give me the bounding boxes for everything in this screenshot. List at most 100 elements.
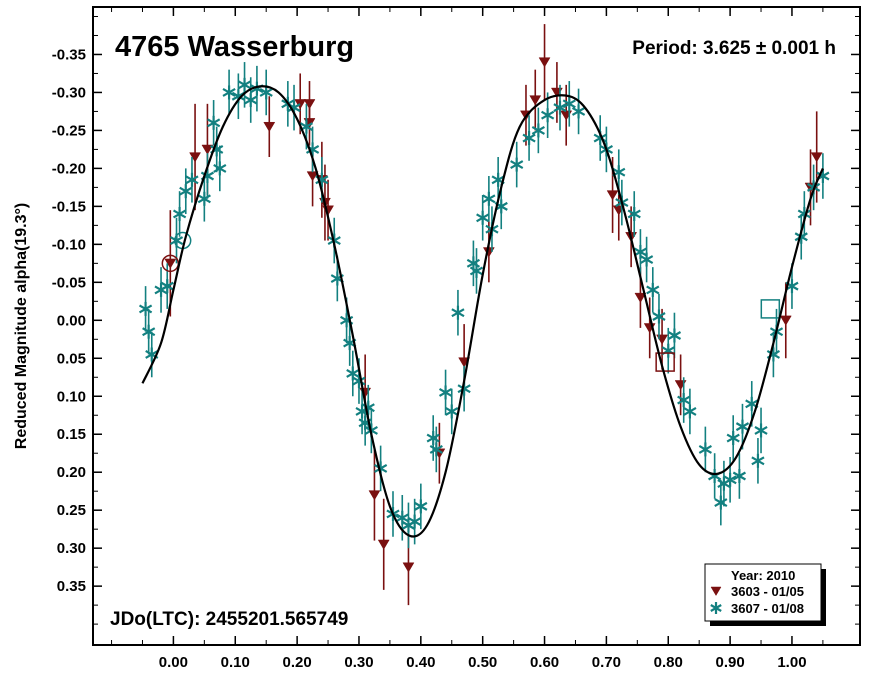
- data-point-asterisk: [698, 442, 712, 457]
- data-point-triangle: [377, 539, 390, 550]
- data-point-asterisk: [667, 328, 682, 343]
- y-tick-label: 0.05: [57, 350, 86, 367]
- legend: Year: 2010 3603 - 01/05 3607 - 01/08: [704, 563, 826, 626]
- data-point-triangle: [263, 121, 276, 133]
- data-point-triangle: [294, 99, 307, 110]
- legend-marker-asterisk: [710, 602, 722, 614]
- highlight-square: [760, 299, 781, 319]
- y-tick-label: 0.10: [57, 388, 86, 405]
- data-point-asterisk: [222, 85, 236, 100]
- x-tick-label: 0.00: [159, 654, 188, 671]
- y-tick-label: -0.20: [52, 160, 86, 177]
- data-point-triangle: [810, 152, 823, 163]
- data-point-asterisk: [429, 442, 443, 457]
- data-point-asterisk: [408, 514, 422, 529]
- data-point-triangle: [606, 190, 619, 201]
- data-point-asterisk: [138, 301, 153, 316]
- y-tick-label: -0.05: [52, 274, 86, 291]
- x-tick-label: 0.90: [716, 654, 745, 671]
- data-point-asterisk: [754, 423, 768, 438]
- legend-marker-triangle: [710, 586, 722, 596]
- data-point-asterisk: [522, 131, 536, 146]
- data-point-asterisk: [142, 324, 156, 339]
- data-point-asterisk: [469, 263, 484, 278]
- data-point-asterisk: [361, 400, 375, 415]
- data-point-asterisk: [553, 100, 567, 115]
- data-point-asterisk: [207, 115, 221, 130]
- legend-box: [704, 563, 822, 622]
- data-point-asterisk: [213, 161, 227, 176]
- data-point-asterisk: [445, 404, 459, 419]
- y-tick-label: 0.35: [57, 578, 86, 595]
- data-point-asterisk: [571, 104, 586, 119]
- x-tick-label: 0.20: [283, 654, 312, 671]
- x-tick-label: 0.30: [344, 654, 373, 671]
- data-point-asterisk: [683, 404, 697, 419]
- data-point-asterisk: [185, 172, 199, 187]
- data-point-asterisk: [562, 96, 576, 111]
- period-label: Period: 3.625 ± 0.001 h: [632, 38, 836, 59]
- x-tick-label: 0.50: [468, 654, 497, 671]
- data-point-asterisk: [735, 419, 750, 434]
- data-point-triangle: [779, 315, 792, 326]
- y-tick-label: -0.15: [52, 198, 86, 215]
- legend-entries: 3603 - 01/05 3607 - 01/08: [710, 584, 804, 616]
- y-tick-label: 0.20: [57, 464, 86, 481]
- data-point-asterisk: [639, 252, 654, 267]
- x-axis-ticks: 0.00 0.10 0.20 0.30 0.40 0.50 0.60 0.70 0.80 0.90…: [111, 7, 824, 671]
- data-point-asterisk: [476, 210, 490, 225]
- data-point-asterisk: [259, 85, 273, 100]
- data-point-asterisk: [482, 191, 496, 206]
- data-point-asterisk: [732, 469, 746, 484]
- y-axis-label: Reduced Magnitude alpha(19.3°): [13, 203, 30, 449]
- data-point-asterisk: [627, 206, 641, 221]
- legend-entry-label: 3603 - 01/05: [731, 584, 804, 599]
- data-point-triangle: [402, 562, 415, 573]
- data-point-asterisk: [160, 279, 174, 294]
- y-tick-label: -0.10: [52, 236, 86, 253]
- legend-entry-label: 3607 - 01/08: [731, 601, 804, 616]
- data-point-triangle: [538, 57, 551, 68]
- x-tick-label: 0.40: [406, 654, 435, 671]
- data-point-asterisk: [677, 393, 691, 408]
- y-tick-label: 0.15: [57, 426, 86, 443]
- y-tick-label: 0.00: [57, 312, 86, 329]
- data-point-asterisk: [244, 93, 258, 108]
- legend-title: Year: 2010: [731, 568, 795, 583]
- data-point-asterisk: [179, 184, 193, 199]
- y-axis-ticks: -0.35 -0.30 -0.25 -0.20 -0.15 -0.10 -0.05 0.00 0…: [52, 15, 860, 625]
- y-tick-label: -0.30: [52, 84, 86, 101]
- data-point-triangle: [368, 490, 381, 501]
- data-point-asterisk: [438, 385, 453, 400]
- data-point-asterisk: [197, 191, 211, 206]
- chart-title: 4765 Wasserburg: [115, 31, 354, 63]
- fourier-fit-curve: [141, 85, 824, 538]
- data-point-asterisk: [531, 123, 545, 138]
- data-point-asterisk: [510, 157, 524, 172]
- data-point-triangle: [201, 144, 214, 155]
- highlight-square: [655, 352, 675, 372]
- data-point-asterisk: [172, 206, 187, 221]
- data-point-asterisk: [426, 431, 440, 446]
- data-point-asterisk: [751, 453, 765, 468]
- plot-frame: [92, 6, 861, 646]
- x-tick-label: 0.80: [654, 654, 683, 671]
- data-point-asterisk: [414, 499, 428, 514]
- data-point-asterisk: [451, 305, 465, 320]
- data-point-asterisk: [646, 282, 660, 297]
- x-tick-label: 1.00: [777, 654, 806, 671]
- x-tick-label: 0.60: [530, 654, 559, 671]
- data-point-asterisk: [714, 495, 728, 510]
- data-point-asterisk: [723, 472, 737, 487]
- data-point-asterisk: [237, 77, 252, 92]
- data-point-asterisk: [652, 309, 666, 324]
- data-point-triangle: [634, 292, 647, 303]
- data-point-asterisk: [541, 108, 555, 123]
- data-point-asterisk: [352, 374, 366, 389]
- y-tick-label: -0.35: [52, 46, 86, 63]
- y-tick-label: 0.25: [57, 502, 86, 519]
- data-point-asterisk: [726, 431, 740, 446]
- epoch-label: JDo(LTC): 2455201.565749: [110, 609, 348, 630]
- y-tick-label: -0.25: [52, 122, 86, 139]
